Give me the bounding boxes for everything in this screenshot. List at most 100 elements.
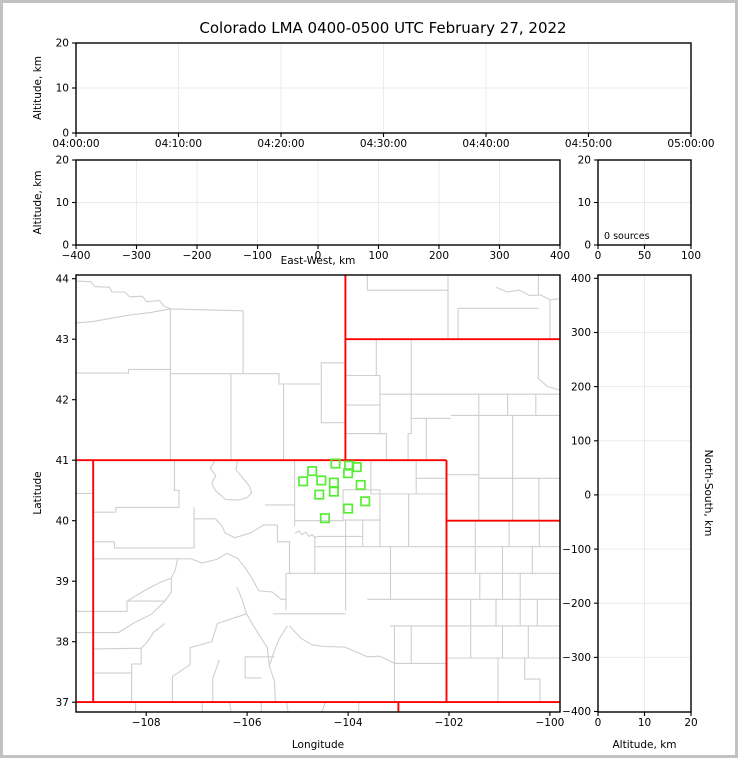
figure-title: Colorado LMA 0400-0500 UTC February 27, … (199, 19, 566, 37)
county-boundary (537, 339, 560, 391)
ns-height-ytick-label: −400 (562, 706, 591, 718)
lma-station-marker (343, 468, 354, 479)
county-boundary (93, 600, 166, 634)
map-ytick-label: 44 (56, 273, 70, 285)
ns-height-ytick-label: 0 (584, 490, 591, 502)
ew-height-ytick-label: 20 (56, 155, 69, 167)
ew-panel-xlabel: East-West, km (281, 255, 356, 267)
lma-station-markers (298, 458, 371, 524)
ew-height-xtick-label: 400 (550, 250, 570, 262)
map-ytick-label: 39 (56, 576, 69, 588)
lma-station-marker (343, 503, 354, 514)
time-height-xtick-label: 04:10:00 (155, 138, 202, 150)
plot-canvas: Colorado LMA 0400-0500 UTC February 27, … (32, 19, 715, 751)
time-height-xtick-label: 04:40:00 (462, 138, 509, 150)
county-boundary (366, 275, 448, 291)
map-xlabel: Longitude (292, 739, 344, 751)
county-boundary (294, 530, 363, 539)
altitude-histogram-xtick-label: 100 (681, 250, 701, 262)
altitude-histogram-xtick-label: 50 (638, 250, 651, 262)
lma-station-marker (314, 489, 325, 500)
ew-height-ytick-label: 0 (62, 240, 69, 252)
county-boundary (244, 656, 262, 679)
lma-station-marker (360, 496, 371, 507)
ew-height-xtick-label: −100 (243, 250, 272, 262)
lma-station-marker (328, 486, 339, 497)
county-boundary (126, 577, 172, 602)
ns-height-ytick-label: 100 (571, 436, 591, 448)
ns-height-ytick-label: −300 (562, 652, 591, 664)
ew-height-xtick-label: 0 (315, 250, 322, 262)
county-boundary (140, 623, 166, 649)
time-height-ytick-label: 10 (56, 83, 69, 95)
time-height-xtick-label: 04:30:00 (360, 138, 407, 150)
county-boundary (289, 625, 395, 664)
altitude-histogram-ytick-label: 10 (578, 197, 591, 209)
ew-height-xtick-label: 200 (429, 250, 449, 262)
time-height-xtick-label: 04:50:00 (565, 138, 612, 150)
county-boundary (294, 489, 344, 522)
lma-station-marker (351, 462, 362, 473)
gridlines-layer (76, 43, 691, 712)
ew-height-xtick-label: −400 (62, 250, 91, 262)
county-boundary (375, 339, 381, 406)
county-boundary (212, 659, 220, 703)
county-boundary (495, 286, 560, 301)
county-boundaries (76, 275, 560, 712)
lma-station-marker (328, 477, 339, 488)
map-ytick-label: 37 (56, 697, 69, 709)
ns-height-ytick-label: −100 (562, 544, 591, 556)
altitude-histogram-xtick-label: 0 (595, 250, 602, 262)
time-height-ytick-label: 0 (62, 128, 69, 140)
county-boundary (170, 308, 244, 312)
altitude-histogram-ytick-label: 20 (578, 155, 591, 167)
lma-station-marker (355, 479, 366, 491)
county-boundary (93, 647, 142, 650)
county-boundary (379, 405, 387, 461)
lma-station-marker (316, 475, 327, 486)
lma-station-marker (319, 513, 330, 524)
county-boundary (321, 701, 326, 712)
county-boundary (93, 600, 165, 612)
tick-labels-layer: 04:00:00 04:10:00 04:20:00 04:30:00 04:40:00… (52, 38, 714, 729)
ns-height-ytick-label: 200 (571, 381, 591, 393)
county-boundary (76, 280, 171, 310)
county-boundary (228, 702, 232, 712)
lma-station-marker (307, 466, 318, 477)
ew-height-xtick-label: −200 (183, 250, 212, 262)
county-boundary (131, 648, 142, 703)
ew-height-ytick-label: 10 (56, 197, 69, 209)
county-boundary (190, 552, 286, 600)
map-ytick-label: 40 (56, 515, 69, 527)
county-boundary (93, 506, 179, 513)
county-boundary (93, 541, 195, 549)
ns-height-ytick-label: 400 (571, 273, 591, 285)
time-height-xtick-label: 05:00:00 (667, 138, 714, 150)
county-boundary (76, 308, 171, 324)
county-boundary (171, 613, 247, 703)
ew-height-xtick-label: 100 (368, 250, 388, 262)
time-height-xtick-label: 04:00:00 (52, 138, 99, 150)
county-boundary (524, 658, 541, 703)
lma-station-marker (330, 458, 341, 469)
county-boundary (276, 524, 291, 574)
time-panel-ylabel: Altitude, km (32, 56, 44, 120)
county-boundary (320, 362, 346, 384)
map-ytick-label: 41 (56, 455, 69, 467)
ns-height-xtick-label: 10 (638, 717, 651, 729)
time-height-xtick-label: 04:20:00 (257, 138, 304, 150)
map-xtick-label: −108 (132, 717, 161, 729)
county-boundary (173, 460, 180, 508)
map-xtick-label: −100 (535, 717, 564, 729)
time-height-ytick-label: 20 (56, 38, 69, 50)
ns-height-ytick-label: 300 (571, 327, 591, 339)
map-ytick-label: 43 (56, 334, 69, 346)
altitude-histogram-ytick-label: 0 (584, 240, 591, 252)
county-boundary (225, 460, 253, 501)
map-ylabel: Latitude (32, 471, 44, 514)
county-boundary (246, 613, 270, 666)
county-boundary (194, 518, 278, 539)
county-boundary (243, 373, 322, 385)
map-xtick-label: −102 (435, 717, 464, 729)
